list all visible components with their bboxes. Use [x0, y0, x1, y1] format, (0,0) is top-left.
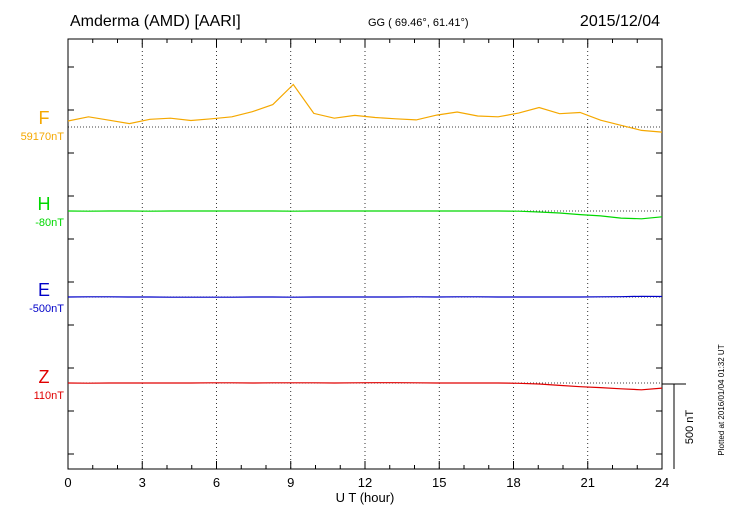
- series-lines: [67, 83, 663, 391]
- x-tick-label: 18: [506, 475, 520, 490]
- series-labels: F 59170nT H -80nT E -500nT Z 110nT: [21, 108, 65, 402]
- series-baseline-z: 110nT: [34, 390, 65, 402]
- x-tick-label: 3: [139, 475, 146, 490]
- series-line-f: [67, 83, 663, 133]
- x-tick-label: 6: [213, 475, 220, 490]
- station-title: Amderma (AMD) [AARI]: [70, 13, 241, 30]
- plotted-at-note: Plotted at 2016/01/04 01:32 UT: [717, 344, 726, 455]
- series-baseline-e: -500nT: [29, 303, 64, 315]
- series-name-z: Z: [39, 367, 50, 387]
- x-tick-label: 24: [655, 475, 669, 490]
- x-tick-label: 12: [358, 475, 372, 490]
- series-baseline-h: -80nT: [35, 217, 64, 229]
- series-name-f: F: [39, 108, 50, 128]
- axis-ticks: [67, 39, 663, 469]
- series-name-h: H: [38, 194, 51, 214]
- series-baseline-f: 59170nT: [21, 131, 65, 143]
- x-axis-label: U T (hour): [336, 490, 395, 505]
- x-tick-label: 0: [64, 475, 71, 490]
- x-tick-label: 9: [287, 475, 294, 490]
- x-tick-labels: 0 3 6 9 12 15 18 21 24: [64, 475, 669, 490]
- series-name-e: E: [38, 280, 50, 300]
- station-coords: GG ( 69.46°, 61.41°): [368, 17, 469, 29]
- series-line-z: [67, 382, 663, 391]
- date-label: 2015/12/04: [580, 13, 660, 30]
- grid-lines: [141, 39, 589, 469]
- series-line-e: [67, 295, 663, 298]
- x-tick-label: 21: [581, 475, 595, 490]
- scale-bar-label: 500 nT: [684, 410, 696, 445]
- x-tick-label: 15: [432, 475, 446, 490]
- series-line-h: [67, 210, 663, 220]
- scale-bar: 500 nT: [662, 383, 696, 469]
